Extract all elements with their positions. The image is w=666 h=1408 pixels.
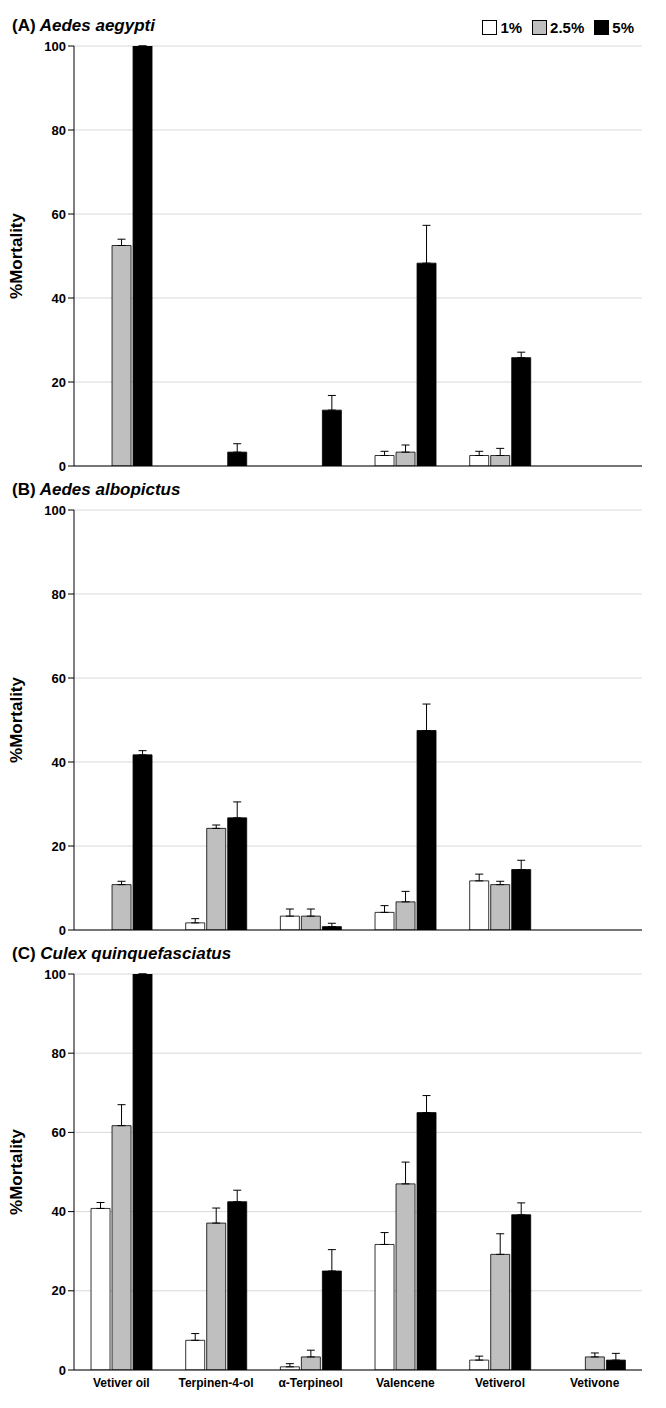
html-text:(C) Culex quinquefasciatus: (C) Culex quinquefasciatus [12, 944, 232, 963]
html-text:2.5%: 2.5% [550, 19, 585, 36]
svg-text:0: 0 [59, 459, 66, 472]
svg-text:80: 80 [52, 123, 66, 138]
svg-text:0: 0 [59, 923, 66, 936]
svg-text:40: 40 [52, 1204, 66, 1219]
svg-text:α-Terpineol: α-Terpineol [278, 1376, 343, 1390]
svg-text:60: 60 [52, 207, 66, 222]
svg-text:40: 40 [52, 291, 66, 306]
svg-text:%Mortality: %Mortality [8, 212, 26, 299]
html-text:(B) Aedes albopictus: (B) Aedes albopictus [12, 480, 181, 499]
svg-text:20: 20 [52, 375, 66, 390]
svg-text:Vetivone: Vetivone [570, 1376, 620, 1390]
svg-text:20: 20 [52, 1283, 66, 1298]
svg-text:Valencene: Valencene [376, 1376, 435, 1390]
svg-text:60: 60 [52, 1125, 66, 1140]
svg-text:Vetiver oil: Vetiver oil [93, 1376, 150, 1390]
svg-text:40: 40 [52, 755, 66, 770]
svg-text:60: 60 [52, 671, 66, 686]
svg-text:100: 100 [44, 503, 66, 518]
svg-text:20: 20 [52, 839, 66, 854]
svg-text:%Mortality: %Mortality [8, 1128, 26, 1215]
html-text:(A) Aedes aegypti: (A) Aedes aegypti [12, 16, 155, 35]
svg-text:100: 100 [44, 39, 66, 54]
html-text:1%: 1% [500, 19, 523, 36]
svg-text:Vetiverol: Vetiverol [475, 1376, 525, 1390]
svg-text:0: 0 [59, 1363, 66, 1378]
svg-text:80: 80 [52, 1046, 66, 1061]
svg-text:80: 80 [52, 587, 66, 602]
svg-text:100: 100 [44, 967, 66, 982]
html-text:5%: 5% [612, 19, 634, 36]
svg-text:Terpinen-4-ol: Terpinen-4-ol [178, 1376, 253, 1390]
svg-text:%Mortality: %Mortality [8, 676, 26, 763]
